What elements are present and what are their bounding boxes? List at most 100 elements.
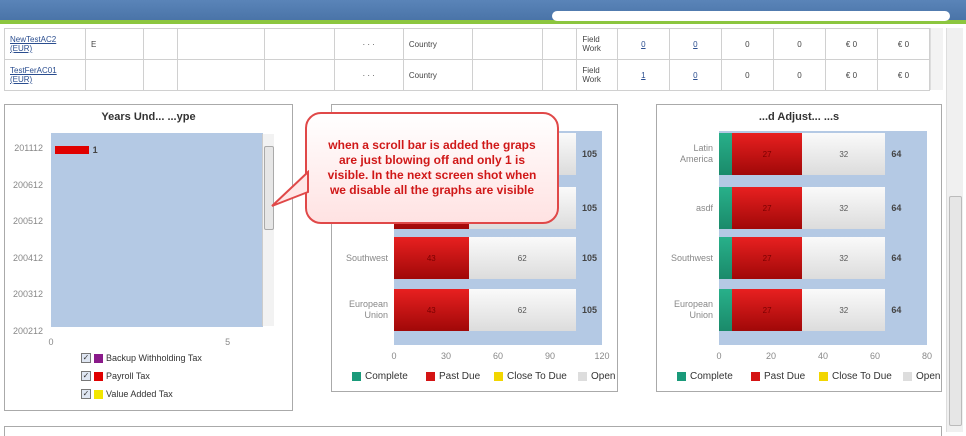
- x-tick-label: 0: [716, 351, 722, 361]
- legend-label: Complete: [690, 371, 733, 382]
- x-tick-label: 0: [48, 337, 54, 347]
- category-label: asdf: [695, 202, 713, 213]
- category-label: Southwest: [345, 252, 388, 263]
- total-label: 64: [891, 305, 902, 315]
- legend-swatch: [94, 389, 103, 399]
- stacked-bar: 27 32: [719, 187, 886, 229]
- x-tick-label: 40: [817, 351, 828, 361]
- legend-swatch: [94, 371, 103, 381]
- legend-item: Complete: [677, 371, 733, 382]
- legend-swatch: [819, 372, 828, 381]
- category-label: Southwest: [670, 252, 713, 263]
- annotation-callout: when a scroll bar is added the graps are…: [305, 112, 559, 224]
- past-due-segment: 43: [394, 237, 469, 279]
- legend-label: Complete: [365, 371, 408, 382]
- x-tick-label: 0: [391, 351, 397, 361]
- plot-area: [51, 133, 263, 327]
- scrollbar-thumb[interactable]: [949, 196, 962, 426]
- table-cell: Country: [402, 59, 474, 91]
- table-cell: [264, 59, 335, 91]
- count-link[interactable]: 0: [693, 39, 698, 49]
- open-segment: 62: [468, 289, 576, 331]
- table-cell: 0: [668, 28, 722, 60]
- stacked-bar: 27 32: [719, 289, 886, 331]
- stage-line: Field: [582, 66, 600, 75]
- page-scrollbar[interactable]: [946, 28, 963, 432]
- table-cell: € 0: [876, 28, 931, 60]
- table-cell: [142, 28, 179, 60]
- x-tick-label: 30: [440, 351, 451, 361]
- checkbox[interactable]: ✓: [81, 389, 91, 399]
- scrollbar-thumb[interactable]: [264, 146, 274, 230]
- table-cell: [142, 59, 179, 91]
- legend-label: Past Due: [764, 371, 806, 382]
- table-cell: [541, 59, 578, 91]
- account-link-line: TestFerAC01: [10, 66, 57, 75]
- x-tick-label: 80: [921, 351, 932, 361]
- legend-item: Past Due: [426, 371, 480, 382]
- legend-label: Backup Withholding Tax: [106, 353, 202, 363]
- total-label: 64: [891, 253, 902, 263]
- total-label: 105: [582, 149, 598, 159]
- table-row: TestFerAC01 (EUR) · · · Country Field Work 1 0 0…: [4, 59, 931, 91]
- legend-swatch: [677, 372, 686, 381]
- stage-line: Work: [582, 75, 601, 84]
- account-link-line: NewTestAC2: [10, 35, 57, 44]
- checkbox[interactable]: ✓: [81, 353, 91, 363]
- legend-label: Close To Due: [832, 371, 892, 382]
- table-cell: € 0: [876, 59, 931, 91]
- past-due-segment: 27: [732, 237, 803, 279]
- legend-checkbox-item[interactable]: ✓ Value Added Tax: [81, 389, 173, 399]
- count-link[interactable]: 1: [641, 70, 646, 80]
- legend-label: Close To Due: [507, 371, 567, 382]
- legend-label: Open: [916, 371, 941, 382]
- table-cell: € 0: [824, 59, 878, 91]
- legend-item: Close To Due: [819, 371, 892, 382]
- account-link-line: (EUR): [10, 75, 33, 84]
- count-link[interactable]: 0: [641, 39, 646, 49]
- legend-swatch: [903, 372, 912, 381]
- legend-checkbox-item[interactable]: ✓ Backup Withholding Tax: [81, 353, 202, 363]
- bottom-panel: [4, 426, 942, 436]
- legend-label: Open: [591, 371, 616, 382]
- table-cell: 1: [616, 59, 670, 91]
- category-label: European: [348, 299, 388, 309]
- chart-scrollbar[interactable]: [262, 134, 274, 326]
- x-tick-label: 60: [869, 351, 880, 361]
- account-link[interactable]: TestFerAC01 (EUR): [10, 66, 57, 84]
- table-cell: E: [84, 28, 144, 60]
- table-cell: NewTestAC2 (EUR): [4, 28, 86, 60]
- legend-swatch: [94, 353, 103, 363]
- bar-value-label: 1: [92, 145, 98, 155]
- open-segment: 32: [802, 187, 886, 229]
- complete-segment: [719, 133, 732, 175]
- table-cell: [177, 59, 266, 91]
- y-tick-label: 200512: [12, 216, 43, 226]
- count-link[interactable]: 0: [693, 70, 698, 80]
- legend-swatch: [426, 372, 435, 381]
- legend-label: Value Added Tax: [106, 389, 173, 399]
- y-tick-label: 200412: [12, 252, 43, 263]
- table-scrollbar[interactable]: [930, 28, 943, 90]
- account-link[interactable]: NewTestAC2 (EUR): [10, 35, 56, 53]
- table-cell: 0: [616, 28, 670, 60]
- complete-segment: [719, 237, 732, 279]
- legend-swatch: [494, 372, 503, 381]
- adjustments-chart-panel: ...d Adjust... ...s Latin America 27 32 64 as…: [656, 104, 942, 392]
- past-due-segment: 43: [394, 289, 469, 331]
- checkbox[interactable]: ✓: [81, 371, 91, 381]
- legend-item: Open: [903, 371, 940, 382]
- total-label: 105: [582, 203, 598, 213]
- table-cell: 0: [772, 59, 826, 91]
- redacted-area: [552, 11, 950, 21]
- stage-line: Field: [582, 35, 600, 44]
- legend-checkbox-item[interactable]: ✓ Payroll Tax: [81, 371, 150, 381]
- table-cell: € 0: [824, 28, 878, 60]
- table-cell: TestFerAC01 (EUR): [4, 59, 86, 91]
- table-cell: [84, 59, 144, 91]
- legend-label: Past Due: [439, 371, 481, 382]
- legend-swatch: [578, 372, 587, 381]
- past-due-segment: 27: [732, 289, 803, 331]
